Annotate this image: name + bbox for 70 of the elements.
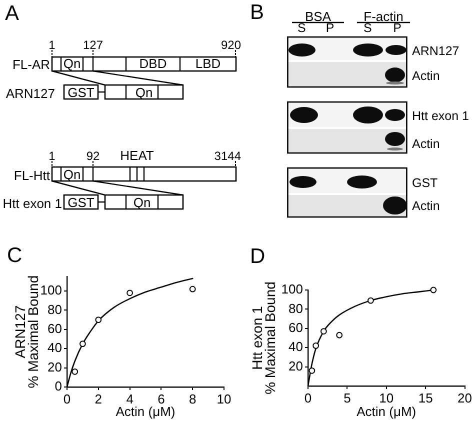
text: B: [250, 1, 264, 24]
chart-title: C: [7, 244, 22, 268]
x-axis-title: Actin (μM): [356, 404, 416, 419]
text: Qn: [135, 85, 153, 100]
text: P: [393, 21, 402, 35]
y-tick-label: 40: [288, 339, 303, 354]
x-tick-label: 5: [344, 390, 351, 406]
point: [80, 340, 86, 347]
x-tick-label: 8: [188, 391, 196, 406]
point: [126, 290, 133, 296]
y-axis-title: Htt exon 1 % Maximal Bound: [248, 282, 278, 394]
point: [189, 286, 196, 292]
y-tick-label: 20: [48, 359, 62, 374]
text: GST: [68, 195, 94, 210]
y-tick-label: 0: [54, 378, 62, 394]
text: FL-AR: [12, 57, 50, 72]
text: F-actin: [364, 9, 404, 24]
point: [312, 342, 320, 349]
y-tick-label: 40: [48, 340, 62, 356]
text: ARN127: [412, 44, 460, 58]
point: [308, 367, 316, 374]
text: Qn: [133, 195, 151, 210]
text: HEAT: [120, 148, 154, 163]
y-tick-label: 80: [288, 300, 303, 316]
y-tick-label: 60: [48, 320, 62, 336]
x-tick-label: 20: [458, 390, 472, 406]
text: 920: [220, 38, 242, 52]
point: [72, 368, 78, 375]
point: [368, 297, 374, 304]
x-tick-label: 10: [379, 390, 394, 406]
y-tick-label: 60: [288, 320, 303, 335]
text: Qn: [63, 56, 81, 71]
text: S: [364, 21, 372, 35]
text: 1: [48, 38, 56, 52]
text: 127: [82, 38, 104, 52]
y-tick-label: 80: [48, 302, 62, 317]
y-axis-title: ARN127 % Maximal Bound: [12, 275, 41, 388]
point: [320, 328, 327, 334]
x-tick-label: 4: [126, 391, 134, 406]
text: 3144: [214, 149, 242, 163]
text: BSA: [304, 9, 332, 24]
text: GST: [412, 176, 438, 190]
point: [336, 332, 343, 338]
text: 92: [86, 149, 100, 163]
text: P: [326, 21, 334, 35]
text: Actin: [412, 69, 440, 83]
text: Htt exon 1: [2, 196, 62, 211]
text: A: [5, 2, 20, 26]
x-axis-title: Actin (μM): [116, 404, 176, 419]
text: Actin: [412, 199, 440, 213]
y-tick-label: 100: [281, 282, 303, 297]
x-tick-label: 2: [94, 391, 102, 406]
text: Actin: [412, 137, 440, 151]
point: [430, 286, 437, 294]
x-tick-label: 6: [158, 391, 165, 406]
text: GST: [68, 85, 94, 100]
point: [95, 316, 102, 323]
text: DBD: [139, 56, 167, 71]
text: FL-Htt: [14, 168, 50, 183]
text: 1: [48, 149, 56, 163]
text: Qn: [63, 167, 81, 182]
text: Htt exon 1: [412, 109, 470, 123]
y-tick-label: 100: [40, 282, 62, 298]
x-tick-label: 10: [216, 391, 232, 406]
text: ARN127: [6, 86, 55, 101]
text: LBD: [195, 56, 221, 71]
text: S: [298, 21, 306, 35]
chart-title: D: [250, 245, 266, 268]
x-tick-label: 15: [418, 390, 433, 406]
y-tick-label: 20: [288, 358, 303, 374]
